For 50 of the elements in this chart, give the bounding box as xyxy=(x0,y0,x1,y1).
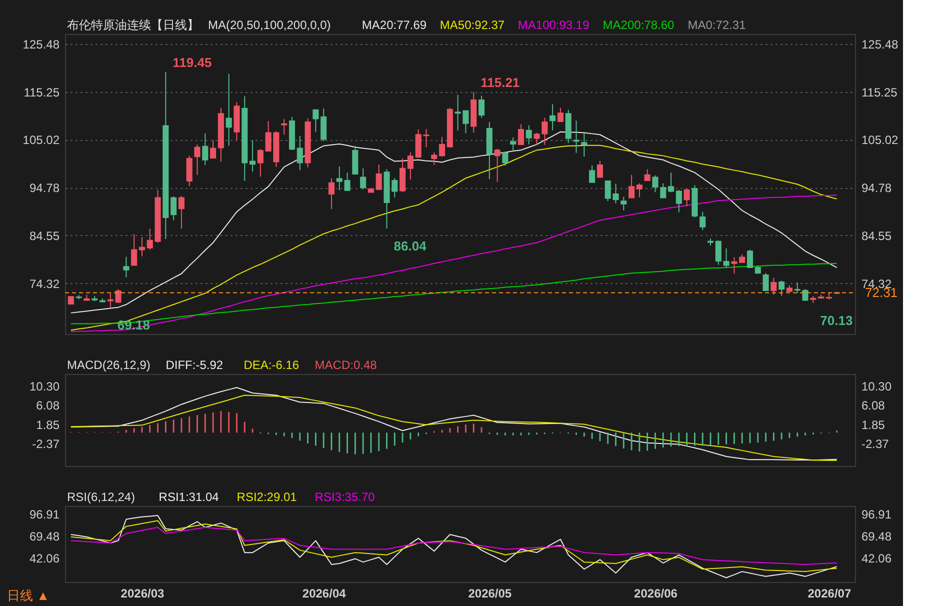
text: MA0:72.31 xyxy=(688,18,746,32)
text: MACD:0.48 xyxy=(314,358,378,372)
series-label: RSI1:31.04 xyxy=(158,490,220,504)
x-tick-label: 2026/07 xyxy=(808,586,852,600)
y2-tick-label: 115.25 xyxy=(862,85,898,100)
y2-tick-label: -2.37 xyxy=(862,436,890,451)
annotation: 115.21 xyxy=(480,74,520,90)
text: RSI2:29.01 xyxy=(236,490,298,504)
y-tick-label: -2.37 xyxy=(32,436,60,451)
y2-tick-label: 69.48 xyxy=(862,529,892,544)
y2-tick-label: 84.55 xyxy=(862,228,892,243)
y2-tick-label: 125.48 xyxy=(862,37,899,52)
y-tick-label: 84.55 xyxy=(29,228,60,243)
series-label: DIFF:-5.92 xyxy=(166,358,224,372)
y-tick-label: 74.32 xyxy=(29,276,60,291)
text: MA20:77.69 xyxy=(362,18,427,32)
x-tick-label: 2026/06 xyxy=(634,586,678,600)
y2-tick-label: 10.30 xyxy=(862,380,892,394)
y-tick-label: 105.02 xyxy=(22,133,60,148)
y2-tick-label: 94.78 xyxy=(862,181,892,196)
y2-tick-label: 6.08 xyxy=(862,398,886,413)
chart-title: RSI(6,12,24) xyxy=(67,490,136,504)
annotation: 119.45 xyxy=(172,55,212,70)
annotation: 70.13 xyxy=(820,312,853,328)
text: MA200:78.60 xyxy=(602,18,675,32)
y2-tick-label: 96.91 xyxy=(862,508,892,522)
x-tick-label: 2026/03 xyxy=(120,586,164,600)
y-tick-label: 125.48 xyxy=(22,37,60,52)
y2-tick-label: 1.85 xyxy=(862,418,886,432)
y-tick-label: 42.06 xyxy=(29,551,60,566)
chart-title: MACD(26,12,9) xyxy=(67,358,150,372)
y-tick-label: 94.78 xyxy=(29,181,60,196)
text: 日线 ▲ xyxy=(7,588,50,603)
x-tick-label: 2026/04 xyxy=(302,586,346,600)
y-tick-label: 96.91 xyxy=(29,508,60,522)
chart-title: 布伦特原油连续【日线】 xyxy=(67,18,199,32)
chart-subtitle: MA(20,50,100,200,0,0) xyxy=(208,18,331,32)
text: MA100:93.19 xyxy=(518,18,590,32)
y-tick-label: 1.85 xyxy=(36,418,60,432)
y-tick-label: 69.48 xyxy=(29,529,60,544)
text: RSI3:35.70 xyxy=(314,490,376,504)
y-tick-label: 10.30 xyxy=(29,380,60,394)
y2-tick-label: 105.02 xyxy=(862,133,899,148)
x-tick-label: 2026/05 xyxy=(468,586,512,600)
y-tick-label: 115.25 xyxy=(24,85,60,100)
text: MA50:92.37 xyxy=(440,18,505,32)
annotation: 86.04 xyxy=(394,238,428,254)
y-tick-label: 6.08 xyxy=(36,398,60,413)
y2-tick-label: 42.06 xyxy=(862,551,892,566)
series-label: DEA:-6.16 xyxy=(244,358,300,372)
